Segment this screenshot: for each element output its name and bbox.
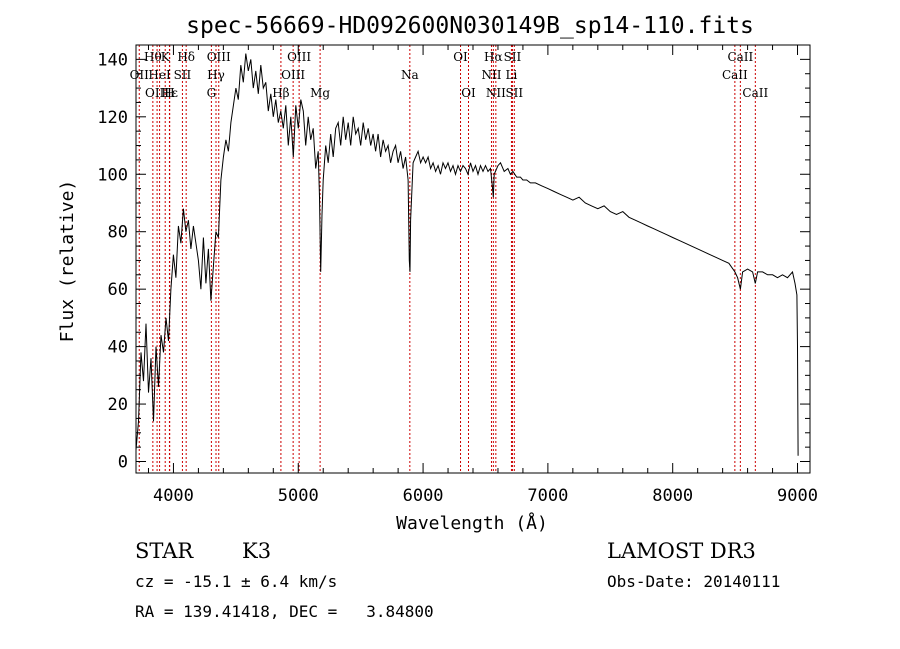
x-tick-label-7000: 7000 bbox=[527, 486, 568, 506]
y-axis-label: Flux (relative) bbox=[57, 180, 78, 343]
line-marker-label-20: Hα bbox=[484, 50, 503, 64]
line-marker-label-22: Li bbox=[506, 68, 518, 82]
line-marker-label-21: NII bbox=[486, 86, 506, 100]
emission-line-labels: OIIHθOIIIHeIKHεHSIIHδGHγOIIIHβOIIIOIIIMg… bbox=[130, 50, 769, 100]
line-marker-label-2: OIII bbox=[145, 86, 169, 100]
y-tick-label-60: 60 bbox=[108, 280, 128, 300]
line-marker-label-8: Hδ bbox=[177, 50, 195, 64]
line-marker-label-7: SII bbox=[174, 68, 192, 82]
line-marker-label-14: OIII bbox=[287, 50, 311, 64]
observation-date: Obs-Date: 20140111 bbox=[607, 572, 781, 591]
line-marker-label-17: OI bbox=[453, 50, 468, 64]
line-marker-label-19: NII bbox=[481, 68, 501, 82]
y-axis-ticks: 0 20 40 60 80 100 120 140 bbox=[97, 50, 810, 473]
survey-name: LAMOST DR3 bbox=[607, 539, 756, 563]
x-axis-ticks: 4000 5000 6000 7000 8000 9000 bbox=[147, 45, 818, 506]
y-tick-label-100: 100 bbox=[97, 165, 128, 185]
line-marker-label-23: SII bbox=[504, 50, 522, 64]
line-marker-label-12: Hβ bbox=[272, 86, 289, 100]
line-marker-label-5: Hε bbox=[161, 86, 178, 100]
line-marker-label-10: Hγ bbox=[207, 68, 225, 82]
chart-title: spec-56669-HD092600N030149B_sp14-110.fit… bbox=[186, 13, 754, 39]
object-class: STAR bbox=[135, 539, 194, 563]
y-tick-label-40: 40 bbox=[108, 338, 128, 358]
line-marker-label-16: Na bbox=[401, 68, 419, 82]
line-marker-label-0: OII bbox=[130, 68, 150, 82]
line-marker-label-13: OIII bbox=[281, 68, 305, 82]
line-marker-label-3: HeI bbox=[148, 68, 171, 82]
x-tick-label-6000: 6000 bbox=[403, 486, 444, 506]
coordinates: RA = 139.41418, DEC = 3.84800 bbox=[135, 602, 434, 621]
line-marker-label-11: OIII bbox=[207, 50, 231, 64]
line-marker-label-26: CaII bbox=[727, 50, 753, 64]
emission-line-markers bbox=[138, 45, 756, 473]
line-marker-label-24: SII bbox=[505, 86, 523, 100]
line-marker-label-18: OI bbox=[461, 86, 476, 100]
y-tick-label-0: 0 bbox=[118, 453, 128, 473]
line-marker-label-9: G bbox=[207, 86, 217, 100]
x-axis-label: Wavelength (Å) bbox=[396, 512, 548, 534]
redshift-velocity: cz = -15.1 ± 6.4 km/s bbox=[135, 572, 338, 591]
plot-frame bbox=[135, 44, 811, 474]
y-tick-label-120: 120 bbox=[97, 108, 128, 128]
line-marker-label-27: CaII bbox=[742, 86, 768, 100]
line-marker-label-6: H bbox=[164, 86, 174, 100]
x-tick-label-9000: 9000 bbox=[777, 486, 818, 506]
y-tick-label-20: 20 bbox=[108, 395, 128, 415]
x-tick-label-8000: 8000 bbox=[652, 486, 693, 506]
line-marker-label-4: K bbox=[161, 50, 171, 64]
line-marker-label-15: Mg bbox=[310, 86, 330, 100]
x-tick-label-5000: 5000 bbox=[278, 486, 319, 506]
y-tick-label-80: 80 bbox=[108, 223, 128, 243]
y-tick-label-140: 140 bbox=[97, 50, 128, 70]
line-marker-label-25: CaII bbox=[722, 68, 748, 82]
spectrum-line bbox=[135, 53, 799, 456]
x-tick-label-4000: 4000 bbox=[153, 486, 194, 506]
subclass: K3 bbox=[242, 539, 272, 563]
line-marker-label-1: Hθ bbox=[144, 50, 162, 64]
